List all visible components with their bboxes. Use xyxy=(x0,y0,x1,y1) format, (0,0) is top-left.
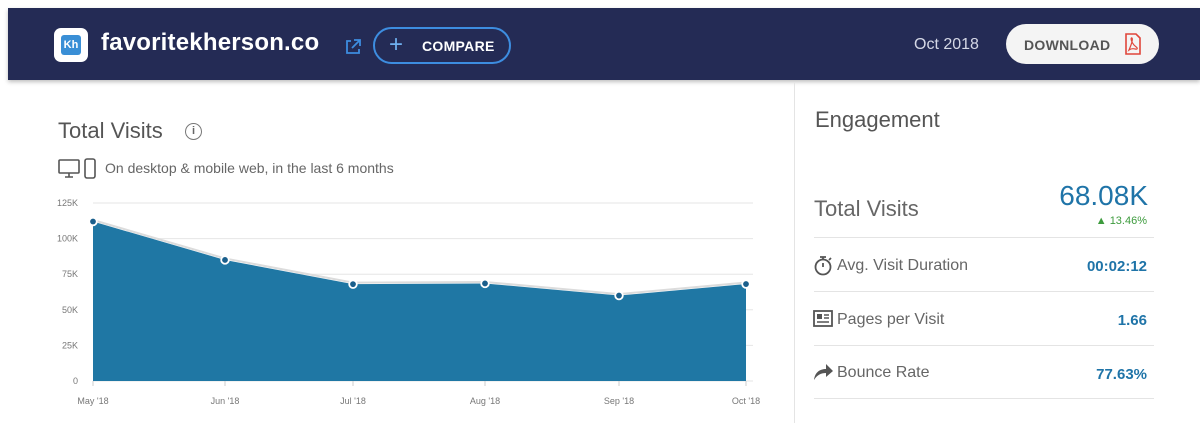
y-tick-label: 25K xyxy=(62,340,78,350)
panel-divider xyxy=(794,82,795,423)
site-name: favoritekherson.co xyxy=(101,29,320,56)
data-point xyxy=(480,278,490,289)
compare-button-label: COMPARE xyxy=(422,38,495,54)
avg-visit-duration-value: 00:02:12 xyxy=(1086,258,1147,275)
data-point xyxy=(88,216,98,227)
download-button-label: DOWNLOAD xyxy=(1024,37,1111,53)
pages-icon xyxy=(813,310,833,327)
x-tick-label: Sep '18 xyxy=(604,396,634,406)
download-button[interactable]: DOWNLOAD xyxy=(1006,24,1159,64)
row-divider xyxy=(814,398,1154,399)
row-divider xyxy=(814,291,1154,292)
desktop-mobile-icon xyxy=(58,158,96,179)
x-tick-label: Oct '18 xyxy=(732,396,760,406)
x-tick-label: Aug '18 xyxy=(470,396,500,406)
visits-scope-text: On desktop & mobile web, in the last 6 m… xyxy=(105,160,394,176)
pdf-icon xyxy=(1125,33,1141,55)
bounce-arrow-icon xyxy=(814,364,833,380)
up-arrow-icon: ▲ xyxy=(1095,215,1107,227)
total-visits-chart: 125K 100K 75K 50K 25K 0 May '18 Jun '18 Jul '18 A… xyxy=(57,198,760,406)
pages-per-visit-value: 1.66 xyxy=(1117,312,1147,329)
top-header-bar: Kh favoritekherson.co + COMPARE Oct 2018… xyxy=(8,8,1200,80)
engagement-title: Engagement xyxy=(815,107,940,132)
total-visits-value: 68.08K xyxy=(1059,180,1148,211)
bounce-rate-value: 77.63% xyxy=(1096,366,1147,383)
total-visits-change: ▲ 13.46% xyxy=(1096,215,1147,227)
row-divider xyxy=(814,237,1154,238)
pages-per-visit-label: Pages per Visit xyxy=(837,311,945,328)
visits-area xyxy=(93,221,746,381)
row-divider xyxy=(814,345,1154,346)
data-point xyxy=(220,255,230,265)
site-logo-mark: Kh xyxy=(61,35,81,55)
y-tick-label: 125K xyxy=(57,198,78,208)
y-tick-label: 100K xyxy=(57,234,78,244)
selected-month: Oct 2018 xyxy=(914,36,979,53)
stopwatch-icon xyxy=(814,256,832,276)
data-point xyxy=(348,279,358,289)
site-logo: Kh xyxy=(54,28,88,62)
info-icon[interactable]: i xyxy=(185,123,202,140)
data-point xyxy=(741,279,751,289)
avg-visit-duration-label: Avg. Visit Duration xyxy=(837,257,969,274)
x-tick-label: May '18 xyxy=(77,396,108,406)
bounce-rate-label: Bounce Rate xyxy=(837,364,930,381)
visits-line xyxy=(92,219,747,296)
external-link-icon[interactable] xyxy=(344,38,362,56)
data-point xyxy=(614,290,624,301)
total-visits-label: Total Visits xyxy=(814,196,919,221)
y-tick-label: 0 xyxy=(73,376,78,386)
compare-button[interactable]: + COMPARE xyxy=(373,27,511,64)
y-tick-label: 50K xyxy=(62,305,78,315)
x-tick-label: Jul '18 xyxy=(340,396,366,406)
visits-panel-title: Total Visits xyxy=(58,118,163,143)
plus-icon: + xyxy=(389,31,404,58)
x-tick-label: Jun '18 xyxy=(211,396,240,406)
y-tick-label: 75K xyxy=(62,269,78,279)
total-visits-change-value: 13.46% xyxy=(1109,215,1147,227)
